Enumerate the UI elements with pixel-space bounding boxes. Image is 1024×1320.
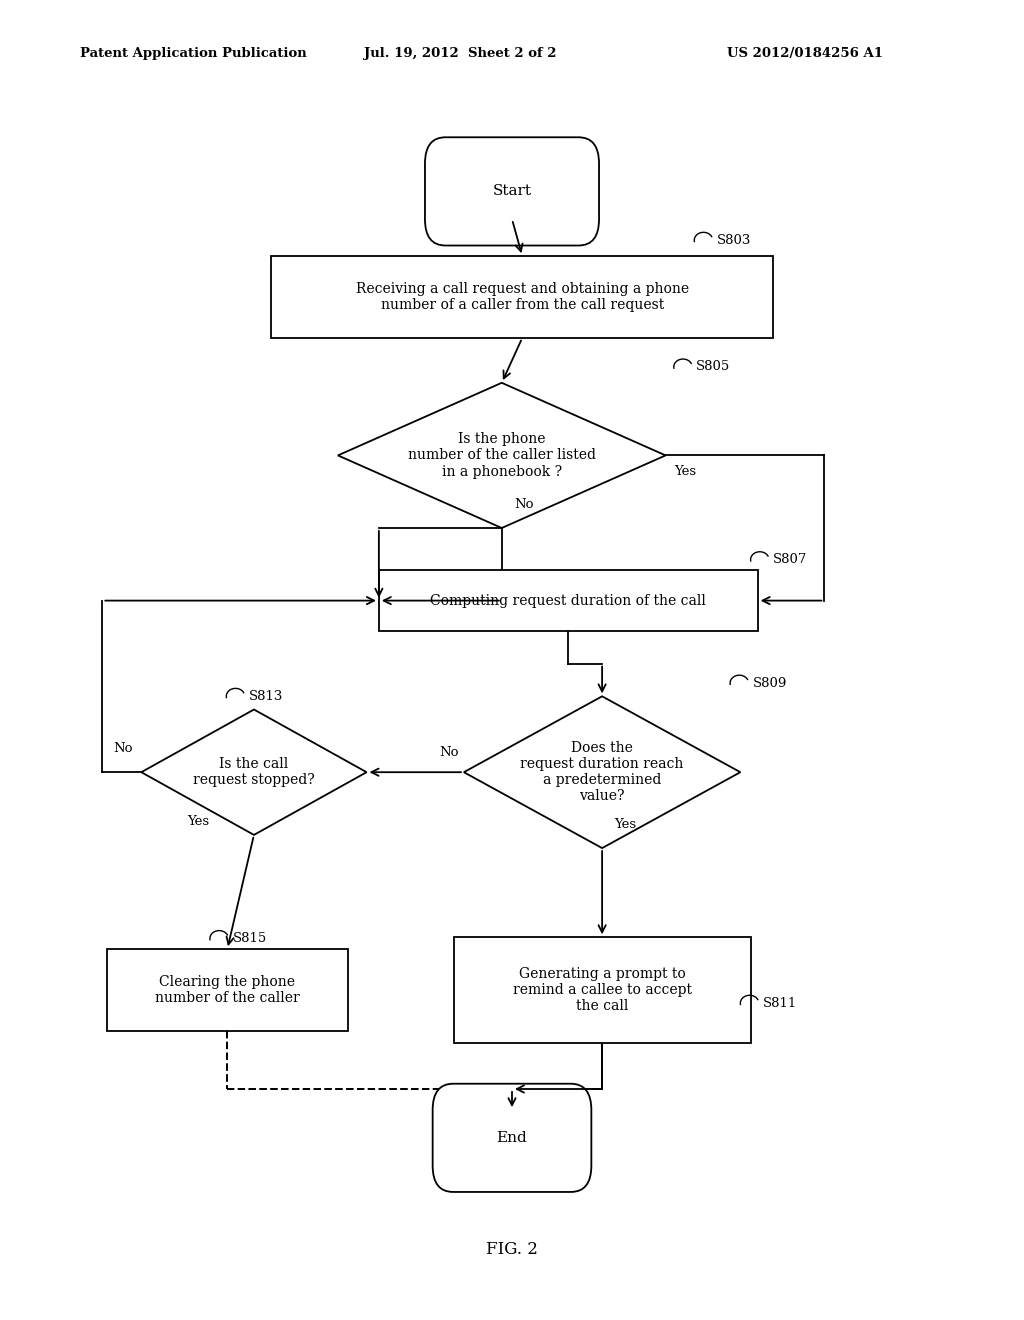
Text: S813: S813	[249, 690, 284, 702]
Text: No: No	[514, 498, 534, 511]
FancyBboxPatch shape	[379, 570, 758, 631]
Text: Yes: Yes	[614, 818, 637, 830]
Text: Is the call
request stopped?: Is the call request stopped?	[194, 758, 314, 787]
Text: Does the
request duration reach
a predetermined
value?: Does the request duration reach a predet…	[520, 741, 684, 804]
Text: Generating a prompt to
remind a callee to accept
the call: Generating a prompt to remind a callee t…	[513, 966, 691, 1014]
FancyBboxPatch shape	[271, 256, 773, 338]
FancyBboxPatch shape	[425, 137, 599, 246]
Text: End: End	[497, 1131, 527, 1144]
Text: Yes: Yes	[187, 816, 210, 828]
Text: No: No	[114, 742, 133, 755]
Text: S807: S807	[773, 553, 808, 566]
Polygon shape	[338, 383, 666, 528]
Text: Computing request duration of the call: Computing request duration of the call	[430, 594, 707, 607]
Text: Start: Start	[493, 185, 531, 198]
Text: Patent Application Publication: Patent Application Publication	[80, 46, 306, 59]
FancyBboxPatch shape	[432, 1084, 592, 1192]
Text: Yes: Yes	[674, 465, 696, 478]
Polygon shape	[141, 710, 367, 836]
Text: S803: S803	[717, 234, 752, 247]
Text: No: No	[439, 746, 459, 759]
Text: US 2012/0184256 A1: US 2012/0184256 A1	[727, 46, 883, 59]
Text: S815: S815	[232, 932, 266, 945]
FancyBboxPatch shape	[108, 949, 348, 1031]
Text: Receiving a call request and obtaining a phone
number of a caller from the call : Receiving a call request and obtaining a…	[355, 282, 689, 312]
Text: FIG. 2: FIG. 2	[486, 1241, 538, 1258]
Text: S805: S805	[696, 360, 730, 374]
Text: S809: S809	[753, 677, 787, 689]
FancyBboxPatch shape	[454, 937, 751, 1043]
Text: Clearing the phone
number of the caller: Clearing the phone number of the caller	[155, 975, 300, 1005]
Polygon shape	[464, 697, 740, 849]
Text: Jul. 19, 2012  Sheet 2 of 2: Jul. 19, 2012 Sheet 2 of 2	[364, 46, 556, 59]
Text: Is the phone
number of the caller listed
in a phonebook ?: Is the phone number of the caller listed…	[408, 432, 596, 479]
Text: S811: S811	[763, 997, 797, 1010]
